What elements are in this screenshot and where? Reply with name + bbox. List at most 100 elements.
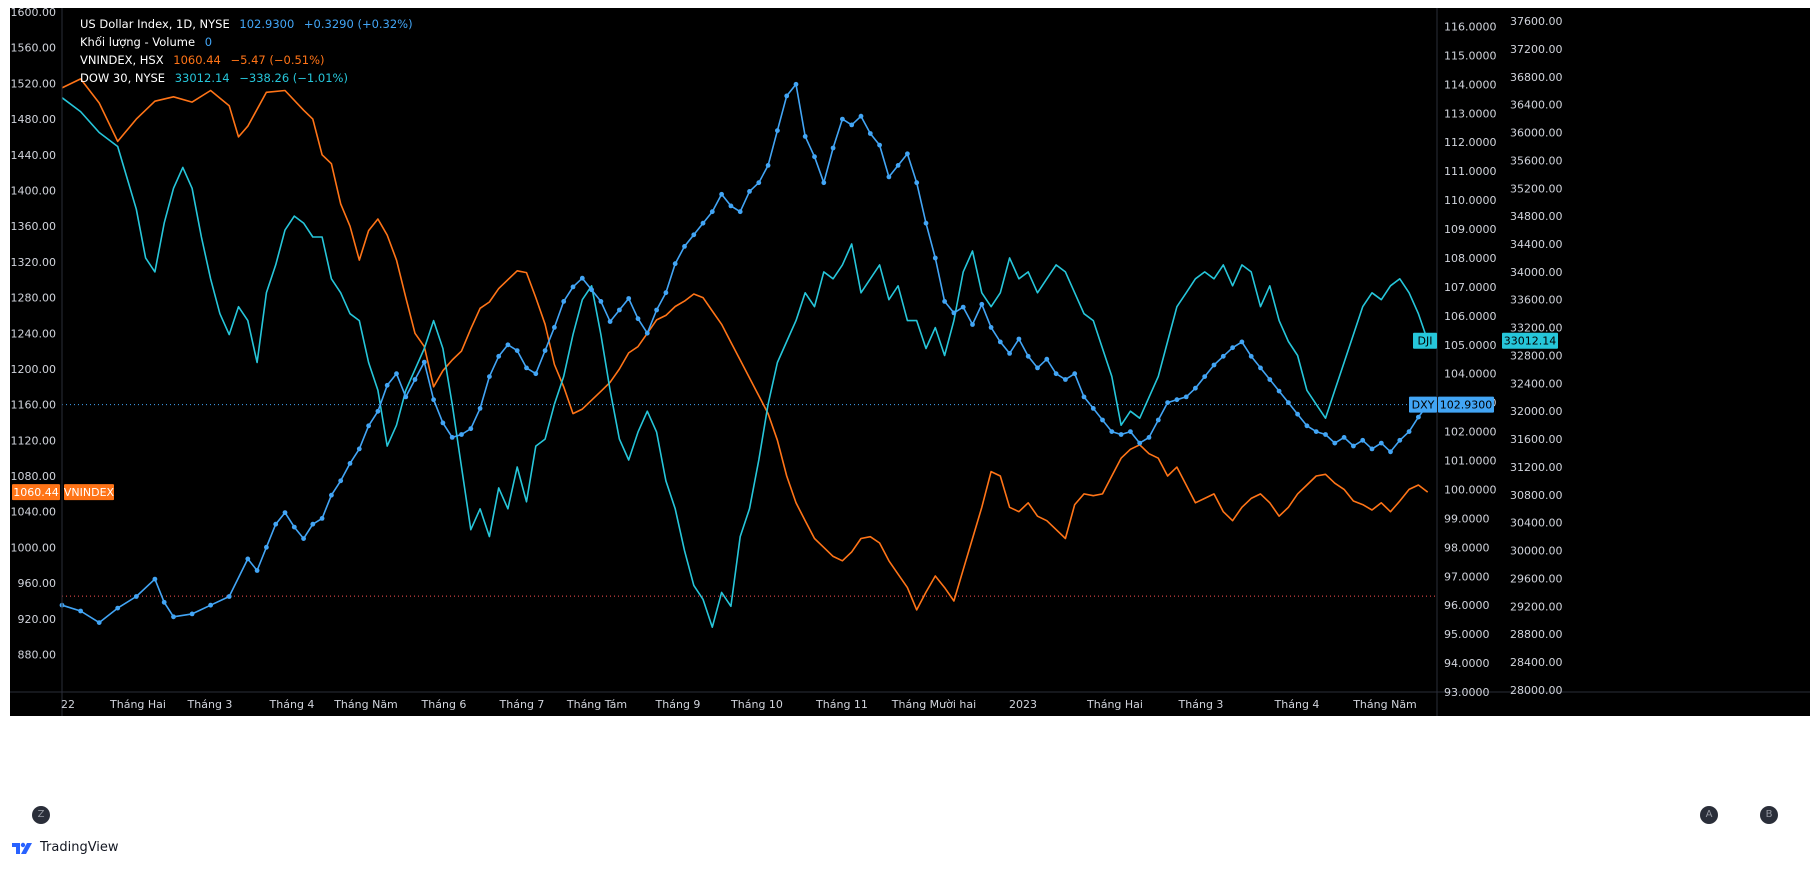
dxy-point bbox=[487, 374, 492, 379]
dxy-point bbox=[1332, 440, 1338, 446]
dxy-point bbox=[226, 594, 232, 599]
legend-dji-name: DOW 30, NYSE bbox=[80, 71, 166, 85]
dxy-price-tag: 102.9300 bbox=[1440, 399, 1493, 412]
dxy-point bbox=[1174, 397, 1180, 403]
dxy-tick-label: 102.0000 bbox=[1444, 426, 1497, 439]
dxy-point bbox=[1202, 374, 1208, 379]
dxy-point bbox=[1090, 406, 1096, 411]
dji-tick-label: 28400.00 bbox=[1510, 656, 1563, 669]
left-tick-label: 1440.00 bbox=[11, 149, 57, 162]
dxy-point bbox=[663, 290, 669, 296]
legend-volume[interactable]: Khối lượng - Volume 0 bbox=[80, 35, 218, 49]
dxy-point bbox=[542, 348, 548, 353]
legend-vnindex[interactable]: VNINDEX, HSX 1060.44 −5.47 (−0.51%) bbox=[80, 53, 331, 67]
dxy-point bbox=[338, 478, 344, 484]
brand[interactable]: TradingView bbox=[12, 840, 119, 855]
dxy-point bbox=[802, 134, 808, 139]
x-tick-label: Tháng Mười hai bbox=[891, 698, 976, 711]
x-tick-label: Tháng 10 bbox=[730, 698, 783, 711]
dxy-point bbox=[1360, 437, 1366, 443]
left-tick-label: 1120.00 bbox=[11, 434, 57, 447]
dxy-point bbox=[617, 307, 622, 313]
left-tick-label: 1200.00 bbox=[11, 363, 57, 376]
left-tick-label: 880.00 bbox=[18, 649, 57, 662]
left-tick-label: 1400.00 bbox=[11, 184, 57, 197]
dxy-point bbox=[765, 163, 771, 168]
dxy-point bbox=[682, 244, 687, 249]
dxy-point bbox=[384, 382, 390, 388]
dxy-point bbox=[1248, 353, 1254, 359]
dxy-point bbox=[431, 397, 436, 403]
dji-tick-label: 29200.00 bbox=[1510, 600, 1563, 613]
dxy-point bbox=[932, 255, 938, 261]
dxy-point bbox=[1193, 385, 1198, 391]
x-tick-label: Tháng 7 bbox=[499, 698, 545, 711]
dxy-point bbox=[970, 322, 975, 327]
dxy-point bbox=[1128, 429, 1133, 434]
dji-tick-label: 35200.00 bbox=[1510, 182, 1563, 195]
x-tick-label: Tháng Hai bbox=[1086, 698, 1143, 711]
dxy-tick-label: 113.0000 bbox=[1444, 107, 1497, 120]
dxy-price-tag-bg bbox=[1438, 396, 1494, 413]
dxy-tick-label: 96.0000 bbox=[1444, 599, 1490, 612]
left-tick-label: 1040.00 bbox=[11, 506, 57, 519]
dxy-point bbox=[394, 371, 399, 377]
dxy-point bbox=[598, 299, 604, 304]
vnindex-name-tag: VNINDEX bbox=[64, 486, 115, 499]
dxy-point bbox=[997, 339, 1003, 345]
dxy-point bbox=[171, 614, 176, 620]
legend-dxy[interactable]: US Dollar Index, 1D, NYSE 102.9300 +0.32… bbox=[80, 17, 419, 31]
dxy-tick-label: 93.0000 bbox=[1444, 686, 1490, 699]
dxy-point bbox=[273, 521, 279, 527]
dxy-point bbox=[1369, 446, 1375, 452]
dxy-point bbox=[691, 232, 697, 238]
dji-tick-label: 37200.00 bbox=[1510, 43, 1563, 56]
dxy-point bbox=[1378, 440, 1384, 446]
dxy-point bbox=[208, 602, 214, 608]
dxy-point bbox=[133, 594, 139, 599]
dxy-point bbox=[1109, 429, 1115, 434]
dxy-point bbox=[672, 261, 678, 267]
dxy-point bbox=[1397, 437, 1403, 443]
x-tick-label: Tháng Năm bbox=[333, 698, 398, 711]
dxy-point bbox=[700, 220, 706, 226]
dxy-point bbox=[329, 492, 334, 498]
dxy-tick-label: 105.0000 bbox=[1444, 339, 1497, 352]
legend-dji[interactable]: DOW 30, NYSE 33012.14 −338.26 (−1.01%) bbox=[80, 71, 354, 85]
tradingview-logo-icon bbox=[12, 842, 32, 854]
dxy-point bbox=[979, 301, 985, 307]
timezone-button[interactable]: Z bbox=[32, 806, 50, 824]
dxy-point bbox=[115, 605, 121, 611]
dxy-point bbox=[914, 180, 920, 186]
dji-tick-label: 28000.00 bbox=[1510, 684, 1563, 697]
dxy-point bbox=[877, 142, 882, 148]
x-tick-label: 2023 bbox=[1009, 698, 1037, 711]
dji-tick-label: 36000.00 bbox=[1510, 127, 1563, 140]
dxy-tick-label: 114.0000 bbox=[1444, 78, 1497, 91]
auto-scale-button[interactable]: A bbox=[1700, 806, 1718, 824]
left-tick-label: 1360.00 bbox=[11, 220, 57, 233]
dxy-point bbox=[449, 435, 455, 440]
vnindex-price-tag-bg bbox=[12, 484, 60, 501]
dxy-tick-label: 97.0000 bbox=[1444, 570, 1490, 583]
dxy-point bbox=[1276, 388, 1282, 394]
dxy-point bbox=[654, 307, 659, 313]
legend-volume-value: 0 bbox=[204, 35, 213, 49]
dxy-point bbox=[784, 93, 790, 99]
dxy-point bbox=[524, 365, 529, 371]
dji-tick-label: 34800.00 bbox=[1510, 210, 1563, 223]
dxy-point bbox=[421, 359, 427, 365]
series-line-vnindex bbox=[61, 78, 1429, 611]
dji-tick-label: 35600.00 bbox=[1510, 154, 1563, 167]
dxy-point bbox=[514, 348, 520, 353]
dxy-point bbox=[533, 371, 539, 377]
dxy-point bbox=[830, 145, 836, 151]
left-tick-label: 1560.00 bbox=[11, 42, 57, 55]
dji-price-tag: 33012.14 bbox=[1504, 335, 1557, 348]
dxy-point bbox=[867, 131, 873, 136]
dxy-point bbox=[923, 220, 929, 226]
dji-tick-label: 37600.00 bbox=[1510, 15, 1563, 28]
settings-button[interactable]: B bbox=[1760, 806, 1778, 824]
tag-layer: 1060.44 VNINDEX DJI 33012.14 DXY 102.9300 bbox=[12, 332, 1558, 501]
